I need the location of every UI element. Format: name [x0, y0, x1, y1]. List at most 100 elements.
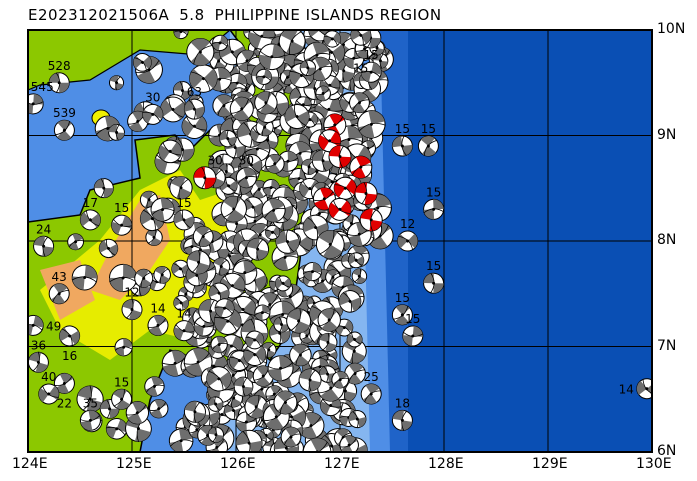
focal-mechanism: [244, 395, 268, 419]
focal-mechanism: [423, 272, 445, 294]
depth-label: 15: [114, 375, 129, 389]
focal-mechanism: [189, 64, 218, 93]
focal-mechanism: [153, 266, 171, 284]
depth-label: 15: [426, 185, 441, 199]
focal-mechanism: [339, 435, 359, 452]
focal-mechanism: [341, 338, 367, 364]
focal-mechanism: [346, 331, 363, 348]
focal-mechanism: [348, 252, 365, 269]
focal-mechanism: [108, 124, 125, 141]
focal-mechanism: [147, 314, 169, 336]
focal-mechanism: [258, 43, 286, 71]
depth-label: 22: [57, 396, 72, 410]
highlight-focal-mechanism: [193, 166, 217, 190]
focal-mechanism: [242, 196, 264, 218]
focal-mechanism: [169, 176, 193, 200]
focal-mechanism: [211, 34, 229, 52]
depth-label: 36: [31, 338, 46, 352]
title-event-id: E202312021506A: [28, 6, 170, 24]
focal-mechanism: [265, 224, 281, 240]
focal-mechanism: [338, 290, 362, 313]
highlight-focal-mechanism: [354, 182, 378, 206]
focal-mechanism: [206, 366, 232, 392]
depth-label: 18: [395, 396, 410, 410]
focal-mechanism: [121, 299, 143, 321]
lon-tick-label: 130E: [636, 456, 672, 472]
highlight-focal-mechanism: [359, 208, 383, 232]
lon-tick-label: 125E: [116, 456, 152, 472]
title-region: PHILIPPINE ISLANDS REGION: [214, 6, 442, 24]
depth-label: 14: [176, 307, 191, 321]
depth-label: 30: [145, 90, 160, 104]
focal-mechanism: [284, 104, 310, 130]
focal-mechanism: [79, 409, 101, 431]
lon-tick-label: 128E: [428, 456, 464, 472]
focal-mechanism: [125, 401, 150, 425]
depth-label: 15: [353, 61, 368, 75]
depth-label: 15: [364, 48, 379, 62]
focal-mechanism: [233, 376, 254, 397]
focal-mechanism: [48, 72, 70, 94]
focal-mechanism: [53, 119, 75, 141]
focal-mechanism: [315, 230, 345, 259]
highland: [40, 195, 170, 320]
depth-label: 15: [176, 196, 191, 210]
focal-mechanism: [38, 383, 60, 405]
focal-mechanism: [173, 320, 195, 342]
title-fragment: 5.8: [179, 6, 205, 24]
focal-mechanism: [132, 52, 152, 72]
focal-mechanism: [302, 262, 323, 282]
focal-mechanism: [150, 197, 175, 222]
focal-mechanism: [299, 59, 317, 77]
focal-mechanism: [48, 283, 70, 305]
depth-label: 24: [36, 222, 51, 236]
focal-mechanism: [264, 153, 285, 174]
lat-tick-label: 6N: [657, 443, 677, 459]
focal-mechanism: [255, 118, 274, 137]
focal-mechanism: [267, 355, 294, 382]
focal-mechanism: [210, 335, 228, 354]
depth-label: 40: [41, 370, 56, 384]
focal-mechanism: [289, 343, 312, 367]
focal-mechanism: [360, 61, 382, 83]
focal-mechanism: [158, 139, 182, 164]
focal-mechanism: [278, 30, 306, 55]
focal-mechanism: [134, 268, 154, 288]
focal-mechanism: [298, 368, 322, 392]
focal-mechanism: [280, 426, 302, 448]
focal-mechanism: [173, 209, 195, 231]
depth-label: 63: [187, 85, 202, 99]
focal-mechanism: [111, 214, 133, 236]
northwest-land: [28, 30, 231, 91]
depth-label: 545: [31, 80, 54, 94]
focal-mechanism: [33, 235, 55, 257]
depth-label: 49: [46, 319, 61, 333]
focal-mechanism: [397, 230, 419, 252]
focal-mechanism: [255, 68, 272, 85]
focal-mechanism: [183, 400, 206, 423]
focal-mechanism: [317, 308, 341, 332]
focal-mechanism: [275, 275, 292, 292]
focal-mechanism: [144, 376, 165, 397]
depth-label: 528: [48, 59, 71, 73]
depth-label: 12: [400, 217, 415, 231]
depth-label: 43: [52, 270, 67, 284]
lon-tick-label: 124E: [12, 456, 48, 472]
depth-label: 15: [426, 259, 441, 273]
focal-mechanism: [275, 229, 300, 254]
depth-label: 15: [114, 201, 129, 215]
focal-mechanism: [111, 388, 133, 410]
focal-mechanism: [186, 250, 211, 275]
focal-mechanism: [357, 110, 386, 139]
focal-mechanism: [261, 198, 286, 223]
focal-mechanism: [145, 228, 163, 247]
highlight-focal-mechanism: [328, 197, 352, 221]
focal-mechanism: [173, 295, 190, 311]
focal-mechanism: [149, 399, 169, 419]
lat-tick-label: 8N: [657, 232, 677, 248]
lon-tick-label: 126E: [220, 456, 256, 472]
focal-mechanism: [254, 91, 278, 115]
focal-mechanism: [273, 390, 298, 415]
focal-mechanism: [186, 37, 215, 67]
